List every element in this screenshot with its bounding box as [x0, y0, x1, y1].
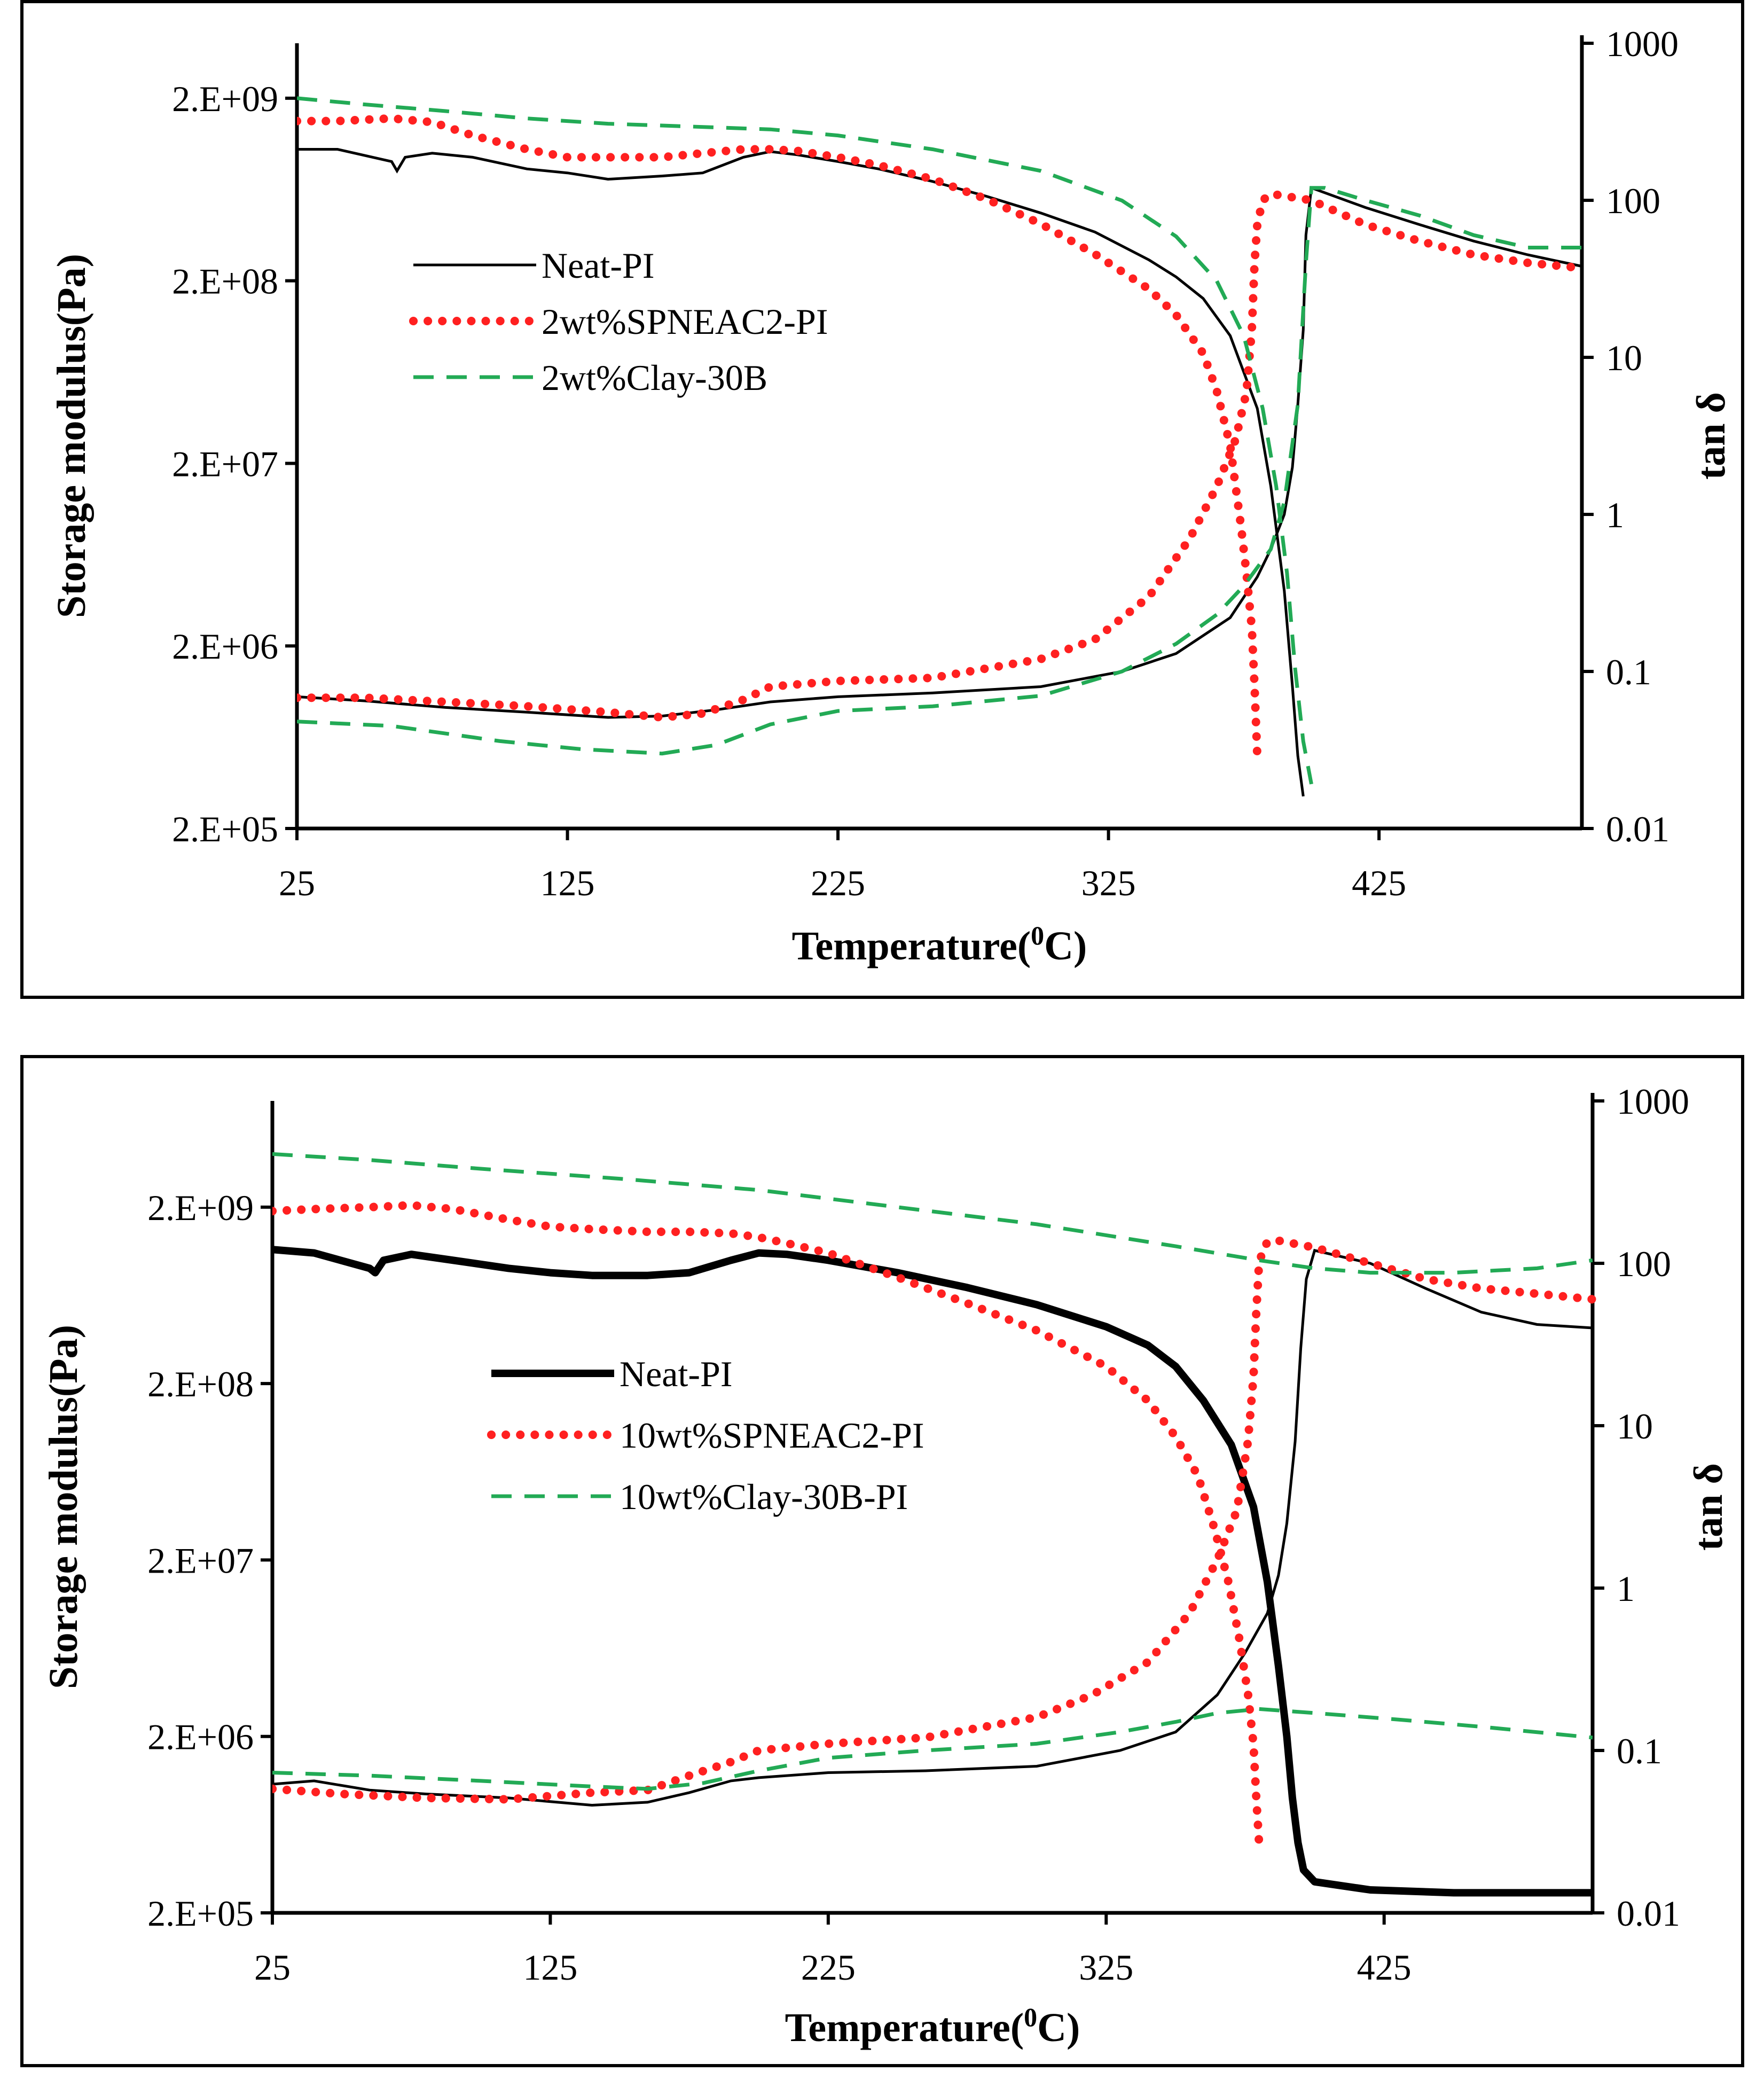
x-tick-label: 425 — [1357, 1947, 1412, 1988]
series-line-neat-right — [272, 1248, 1593, 1807]
series-line-spneac-left — [272, 1201, 1264, 1847]
series-line-spneac-left — [297, 114, 1262, 760]
y2-tick-label: 10 — [1617, 1406, 1653, 1447]
series-line-spneac-right — [297, 189, 1586, 722]
y-tick-label: 2.E+09 — [147, 1187, 254, 1228]
chart-top: 25 125 225 325 425 2.E+05 2.E+06 2.E+07 2.E+08 2.… — [49, 24, 1734, 968]
chart-bottom: 25 125 225 325 425 2.E+05 2.E+06 2.E+07 2.E+08 2.… — [41, 1081, 1731, 2050]
series-line-spneac-right — [272, 1235, 1597, 1804]
y2-tick-label: 100 — [1606, 181, 1660, 221]
y-tick-label: 2.E+07 — [147, 1540, 254, 1581]
y-axis-title: Storage modulus(Pa) — [49, 254, 94, 618]
series-line-neat-left — [297, 148, 1305, 797]
chart-panel-bottom: 25 125 225 325 425 2.E+05 2.E+06 2.E+07 2.E+08 2.… — [20, 1055, 1744, 2067]
y-tick-label: 2.E+06 — [147, 1717, 254, 1757]
x-tick-label: 125 — [540, 863, 595, 903]
y-tick-label: 2.E+06 — [172, 626, 278, 667]
x-axis-title: Temperature(0C) — [792, 920, 1087, 968]
y2-tick-label: 1000 — [1606, 24, 1679, 64]
y2-tick-label: 1 — [1606, 495, 1624, 535]
x-tick-label: 225 — [811, 863, 865, 903]
series-line-neat-right — [297, 186, 1582, 719]
y2-tick-label: 0.1 — [1617, 1731, 1662, 1771]
y2-tick-label: 10 — [1606, 338, 1642, 378]
x-tick-label: 25 — [279, 863, 315, 903]
x-tick-label: 125 — [523, 1947, 577, 1988]
y2-tick-label: 0.01 — [1606, 809, 1669, 849]
series-line-clay-right — [297, 186, 1582, 756]
series-line-clay-right — [272, 1707, 1593, 1791]
y-tick-label: 2.E+08 — [172, 261, 278, 302]
x-tick-label: 325 — [1081, 863, 1136, 903]
y-tick-label: 2.E+09 — [172, 79, 278, 119]
y-tick-label: 2.E+05 — [147, 1893, 254, 1934]
y2-tick-label: 0.01 — [1617, 1893, 1680, 1934]
y-tick-label: 2.E+07 — [172, 443, 278, 484]
series-line-clay-left — [297, 96, 1313, 785]
x-tick-label: 325 — [1079, 1947, 1133, 1988]
legend-label: 2wt%Clay-30B — [542, 357, 767, 398]
x-tick-label: 225 — [801, 1947, 856, 1988]
series-line-neat_thick-left — [272, 1246, 1593, 1897]
legend-label: 10wt%Clay-30B-PI — [620, 1476, 908, 1517]
chart-panel-top: 25 125 225 325 425 2.E+05 2.E+06 2.E+07 2.E+08 2.… — [20, 0, 1744, 999]
y-tick-label: 2.E+05 — [172, 809, 278, 849]
y-tick-label: 2.E+08 — [147, 1364, 254, 1404]
x-tick-label: 25 — [254, 1947, 291, 1988]
legend-label: 10wt%SPNEAC2-PI — [620, 1415, 924, 1456]
y2-tick-label: 0.1 — [1606, 652, 1651, 692]
y2-tick-label: 1000 — [1617, 1081, 1689, 1122]
legend-label: 2wt%SPNEAC2-PI — [542, 301, 828, 342]
series-line-clay-left — [272, 1152, 1593, 1275]
y2-tick-label: 100 — [1617, 1244, 1671, 1284]
x-tick-label: 425 — [1352, 863, 1406, 903]
legend-label: Neat-PI — [542, 245, 654, 286]
legend-label: Neat-PI — [620, 1354, 732, 1394]
y-axis-title: Storage modulus(Pa) — [41, 1325, 86, 1689]
y2-axis-title: tan δ — [1689, 392, 1734, 480]
y2-axis-title: tan δ — [1686, 1463, 1731, 1551]
x-axis-title: Temperature(0C) — [785, 2002, 1080, 2050]
y2-tick-label: 1 — [1617, 1568, 1635, 1609]
